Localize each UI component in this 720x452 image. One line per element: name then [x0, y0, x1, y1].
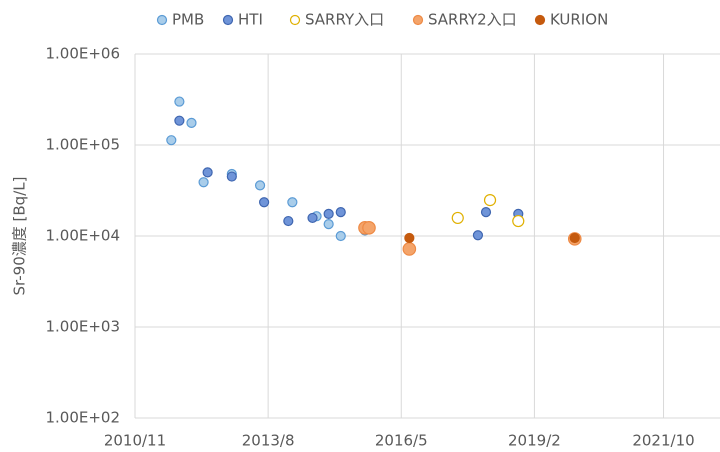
legend-marker: [156, 14, 168, 26]
data-point: [166, 135, 177, 146]
data-point: [307, 212, 318, 224]
data-point: [254, 180, 266, 191]
data-point: [480, 207, 492, 218]
legend-marker: [412, 14, 424, 26]
data-point: [186, 117, 197, 128]
x-tick-label: 2016/5: [375, 432, 428, 450]
legend-label: SARRY入口: [305, 11, 384, 29]
x-tick-label: 2013/8: [242, 432, 295, 450]
data-point: [451, 211, 464, 225]
data-point: [287, 197, 298, 208]
y-tick-label: 1.00E+05: [45, 136, 120, 154]
legend-label: KURION: [550, 11, 608, 29]
y-tick-label: 1.00E+02: [45, 409, 120, 427]
legend-label: SARRY2入口: [428, 11, 517, 29]
y-tick-label: 1.00E+04: [45, 227, 120, 245]
legend-marker: [534, 14, 546, 26]
legend-label: HTI: [238, 11, 263, 29]
x-tick-label: 2010/11: [104, 432, 166, 450]
data-point: [283, 215, 294, 227]
legend-marker: [222, 14, 234, 26]
legend-label: PMB: [172, 11, 204, 29]
data-point: [202, 167, 213, 178]
x-tick-label: 2021/10: [632, 432, 694, 450]
legend-marker: [289, 14, 301, 26]
data-point: [402, 242, 417, 256]
y-tick-label: 1.00E+06: [45, 45, 120, 63]
data-point: [198, 177, 209, 188]
x-tick-label: 2019/2: [508, 432, 561, 450]
data-point: [259, 197, 270, 208]
data-point: [362, 221, 376, 235]
data-point: [174, 115, 185, 126]
data-point: [335, 207, 346, 218]
y-axis-label: Sr-90濃度 [Bq/L]: [11, 177, 29, 296]
data-point: [483, 194, 497, 207]
data-point: [323, 208, 334, 219]
data-point: [174, 96, 185, 107]
data-point: [569, 232, 580, 244]
data-point: [512, 214, 525, 228]
data-point: [335, 230, 346, 242]
data-point: [226, 171, 237, 182]
data-point: [472, 230, 484, 241]
data-point: [323, 219, 334, 230]
data-point: [404, 232, 415, 244]
y-tick-label: 1.00E+03: [45, 318, 120, 336]
